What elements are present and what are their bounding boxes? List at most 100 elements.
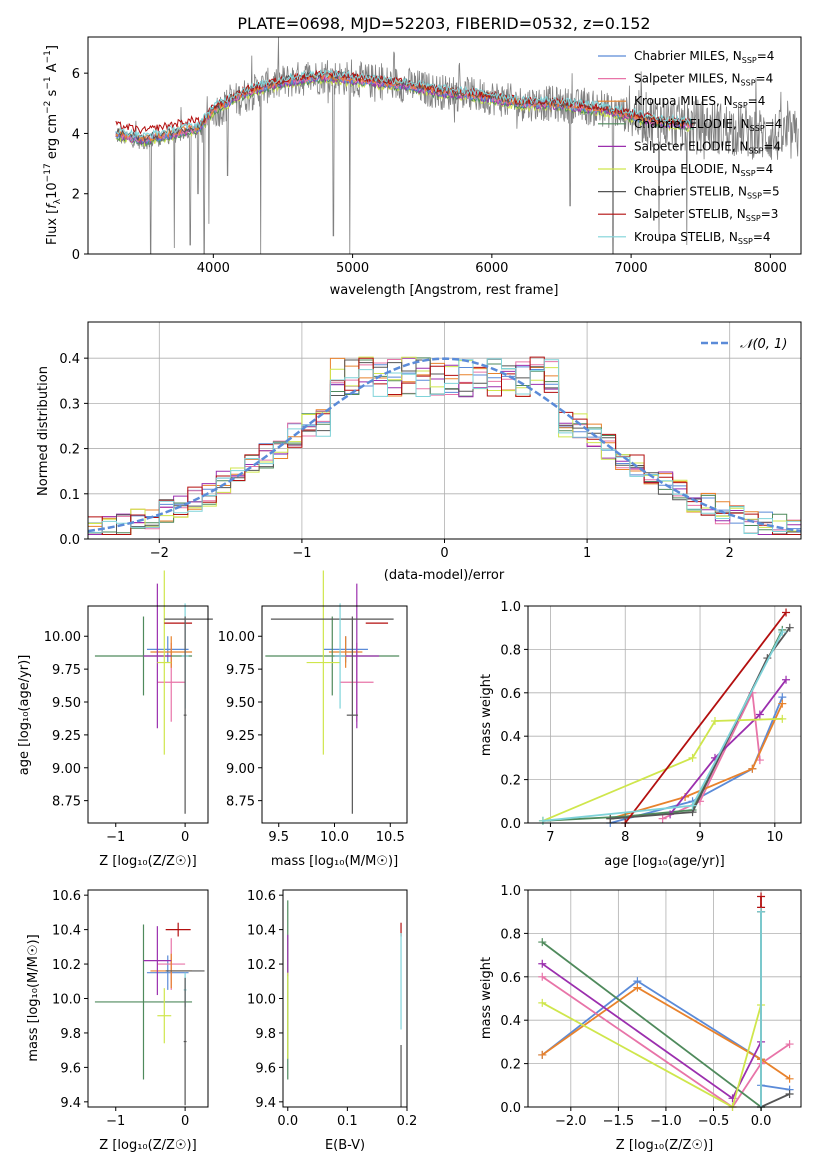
mass-vs-EBV-ytick-label: 10.6: [247, 889, 276, 904]
spectrum-xtick-label: 6000: [475, 261, 508, 276]
histogram-xtick-label: −2: [150, 546, 169, 561]
mass-weight-vs-Z-series-CS: [760, 911, 790, 1109]
age-vs-mass-panel: 9.5 10.0 10.5 8.75 9.00 9.25 9.50 9.75 10.00 mass…: [218, 570, 408, 869]
mass-vs-EBV-ytick-label: 10.2: [247, 958, 276, 973]
age-vs-Z-ylabel: age [log₁₀(age/yr)]: [17, 655, 32, 776]
spectrum-ytick-label: 6: [72, 67, 80, 82]
legend-label-SS: Salpeter STELIB, NSSP=3: [634, 207, 778, 223]
mass-weight-vs-age-xtick-label: 7: [546, 830, 554, 845]
age-vs-mass-ytick-label: 9.50: [226, 696, 255, 711]
mass-weight-vs-Z-marker-KM: [538, 1050, 547, 1059]
mass-weight-vs-age-ytick-label: 0.8: [500, 643, 521, 658]
mass-vs-EBV-ytick-label: 9.4: [255, 1096, 276, 1111]
mass-vs-Z-xtick-label: −1: [106, 1114, 125, 1129]
legend-label-CE: Chabrier ELODIE, NSSP=4: [634, 117, 782, 133]
mass-vs-Z-ytick-label: 9.6: [60, 1061, 81, 1076]
mass-weight-vs-age-marker-CS: [606, 814, 615, 823]
mass-vs-Z-ytick-label: 9.4: [60, 1096, 81, 1111]
mass-weight-vs-age-xtick-label: 9: [696, 830, 704, 845]
mass-vs-EBV-ytick-label: 9.6: [255, 1061, 276, 1076]
age-vs-mass-ytick-label: 9.00: [226, 762, 255, 777]
mass-weight-vs-age-ylabel: mass weight: [479, 674, 494, 756]
mass-vs-Z-ytick-label: 9.8: [60, 1027, 81, 1042]
mass-weight-vs-Z-series-CE: [541, 911, 762, 1109]
mass-weight-vs-Z-xtick-label: −1.0: [650, 1114, 682, 1129]
mass-weight-vs-Z-marker-SE: [538, 959, 547, 968]
legend-label-KM: Kroupa MILES, NSSP=4: [634, 94, 765, 110]
mass-weight-vs-age-series-CM: [610, 696, 784, 824]
age-vs-Z-panel: −1 0 8.75 9.00 9.25 9.50 9.75 10.00 Z [log₁₀(Z/Z…: [17, 570, 213, 869]
mass-weight-vs-age-series-CE: [542, 629, 784, 822]
mass-weight-vs-Z-ytick-label: 0.0: [500, 1101, 521, 1116]
age-vs-mass-ytick-label: 9.25: [226, 729, 255, 744]
mass-weight-vs-age-marker-SM: [658, 814, 667, 823]
spectrum-ytick-label: 4: [72, 127, 80, 142]
mass-vs-EBV-xlabel: E(B-V): [325, 1138, 365, 1153]
histogram-ytick-label: 0.1: [59, 488, 80, 503]
mass-weight-vs-Z-marker-CS: [785, 1089, 794, 1098]
mass-vs-Z-ytick-label: 10.4: [52, 924, 81, 939]
histogram-series-SS: [87, 356, 802, 539]
model-spectrum-KS: [115, 69, 694, 139]
mass-vs-Z-axes-frame: [87, 889, 209, 1108]
histogram-ytick-label: 0.4: [59, 352, 80, 367]
histogram-ylabel: Normed distribution: [36, 366, 51, 496]
mass-weight-vs-Z-marker-SS: [757, 892, 766, 901]
histogram-xtick-label: 1: [583, 546, 591, 561]
mass-weight-vs-age-ytick-label: 1.0: [500, 600, 521, 615]
mass-vs-Z-ytick-label: 10.2: [52, 958, 81, 973]
mass-vs-Z-xlabel: Z [log₁₀(Z/Z☉)]: [99, 1138, 196, 1153]
histogram-xtick-label: 0: [440, 546, 448, 561]
mass-weight-vs-age-marker-KS: [778, 628, 787, 637]
histogram-xtick-label: 2: [726, 546, 734, 561]
histogram-ytick-label: 0.0: [59, 533, 80, 548]
mass-weight-vs-Z-marker-SM: [538, 972, 547, 981]
mass-weight-vs-Z-ylabel: mass weight: [479, 957, 494, 1039]
mass-vs-Z-ylabel: mass [log₁₀(M/M☉)]: [26, 934, 41, 1061]
mass-vs-Z-ytick-label: 10.0: [52, 993, 81, 1008]
mass-weight-vs-age-marker-KE: [688, 753, 697, 762]
spectrum-ylabel: Flux [fλ10−17 erg cm−2 s−1 A−1]: [43, 45, 63, 245]
mass-weight-vs-Z-series-KM: [541, 986, 791, 1080]
mass-weight-vs-age-series-KM: [610, 703, 784, 820]
mass-weight-vs-age-marker-KE: [778, 714, 787, 723]
age-vs-Z-axes-frame: [87, 605, 209, 824]
mass-vs-EBV-ytick-label: 10.4: [247, 924, 276, 939]
mass-vs-EBV-ytick-label: 10.0: [247, 993, 276, 1008]
spectrum-ytick-label: 2: [72, 188, 80, 203]
mass-weight-vs-Z-marker-KM: [785, 1074, 794, 1083]
mass-weight-vs-age-xtick-label: 8: [621, 830, 629, 845]
mass-weight-vs-Z-xtick-label: −2.0: [555, 1114, 587, 1129]
mass-weight-vs-age-series-SE: [669, 679, 787, 815]
mass-weight-vs-age-marker-SE: [782, 675, 791, 684]
legend-label-SM: Salpeter MILES, NSSP=4: [634, 72, 773, 88]
legend-label-CS: Chabrier STELIB, NSSP=5: [634, 185, 780, 201]
age-vs-mass-ytick-label: 9.75: [226, 663, 255, 678]
mass-weight-vs-age-marker-SE: [755, 710, 764, 719]
mass-weight-vs-Z-marker-KM: [633, 983, 642, 992]
mass-weight-vs-age-marker-KS: [688, 801, 697, 810]
age-vs-Z-ytick-label: 8.75: [52, 795, 81, 810]
mass-weight-vs-Z-marker-KE: [538, 998, 547, 1007]
age-vs-mass-xtick-label: 10.0: [320, 830, 349, 845]
mass-weight-vs-Z-ytick-label: 0.2: [500, 1058, 521, 1073]
legend-label-CM: Chabrier MILES, NSSP=4: [634, 49, 774, 65]
mass-weight-vs-age-ytick-label: 0.2: [500, 774, 521, 789]
age-vs-Z-xlabel: Z [log₁₀(Z/Z☉)]: [99, 854, 196, 869]
spectrum-xtick-label: 7000: [615, 261, 648, 276]
mass-vs-Z-ytick-label: 10.6: [52, 889, 81, 904]
histogram-xtick-label: −1: [292, 546, 311, 561]
mass-weight-vs-Z-xlabel: Z [log₁₀(Z/Z☉)]: [616, 1138, 713, 1153]
mass-vs-Z-xtick-label: 0: [181, 1114, 189, 1129]
spectrum-legend: Chabrier MILES, NSSP=4 Salpeter MILES, NS…: [598, 49, 782, 246]
mass-weight-vs-age-marker-CS: [785, 623, 794, 632]
age-vs-mass-ytick-label: 10.00: [218, 630, 255, 645]
histogram-ytick-label: 0.2: [59, 443, 80, 458]
mass-weight-vs-Z-axes-frame: [527, 889, 802, 1108]
age-vs-Z-ytick-label: 9.75: [52, 663, 81, 678]
mass-weight-vs-age-xtick-label: 10: [767, 830, 784, 845]
spectrum-ytick-label: 0: [72, 248, 80, 263]
spectrum-xlabel: wavelength [Angstrom, rest frame]: [330, 283, 559, 298]
mass-weight-vs-age-panel: 7 8 9 10 0.0 0.2 0.4 0.6 0.8 1.0 age [log₁₀(age/yr…: [479, 600, 802, 869]
